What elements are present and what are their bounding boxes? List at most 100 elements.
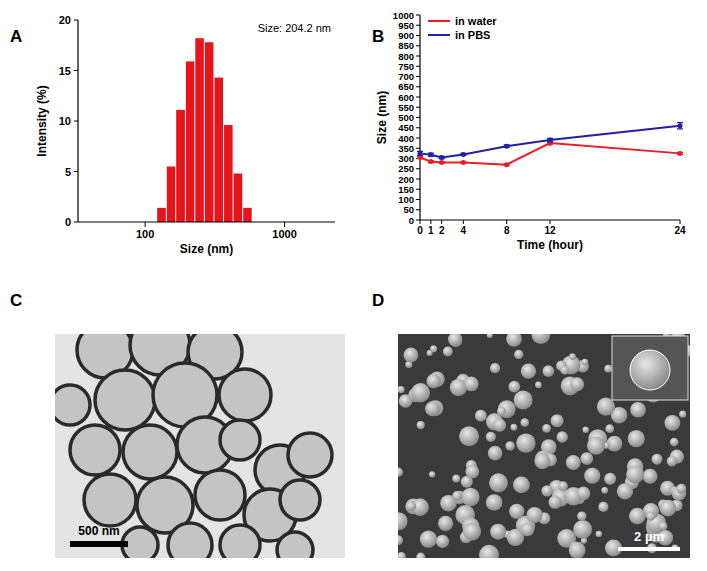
x-axis-title: Size (nm) [180,242,233,256]
y-tick-label: 850 [398,40,414,51]
particle [490,524,506,540]
panel-label: D [372,291,384,310]
series-line [420,143,680,165]
y-tick-label: 800 [398,51,414,62]
particle [288,433,332,477]
particle [406,501,416,511]
x-tick [441,220,442,224]
y-tick-label: 0 [65,216,71,228]
y-tick-label: 20 [59,14,71,26]
particle [626,466,644,484]
legend: in waterin PBS [428,15,497,41]
error-bar [677,123,683,129]
y-tick [74,121,78,122]
particle [220,525,260,558]
x-tick [506,220,507,224]
particle [443,347,453,357]
scale-bar-label: 500 nm [78,524,119,538]
particle [417,421,425,429]
particle [463,522,481,540]
y-tick-label: 50 [403,204,414,215]
particle [558,481,568,491]
particle [584,468,600,484]
particle [486,494,503,511]
bar [224,125,233,222]
y-tick [416,117,420,118]
y-tick [416,199,420,200]
tem-content [55,334,345,558]
y-tick [416,66,420,67]
particle [220,420,260,460]
particle [280,480,320,520]
particle [508,381,520,393]
particle [601,487,608,494]
marker [439,160,444,165]
y-tick-label: 900 [398,30,414,41]
marker [428,152,433,157]
marker [548,138,553,143]
particle [426,374,440,388]
marker [504,144,509,149]
x-tick-label: 12 [544,225,556,236]
particle [577,487,591,501]
panel-label: B [372,27,384,46]
particle [436,535,449,548]
x-tick-label: 100 [136,228,154,240]
y-tick [416,35,420,36]
marker [439,155,444,160]
legend-swatch [428,20,450,22]
particle [643,469,658,484]
marker [428,159,433,164]
y-tick-label: 500 [398,112,414,123]
scale-bar-label: 2 µm [634,529,664,544]
particle [498,400,516,418]
bar [195,38,204,222]
particle [535,381,542,388]
y-tick [416,168,420,169]
y-tick [74,20,78,21]
particle [646,512,655,521]
y-axis-title: Intensity (%) [35,85,49,156]
legend-label: in water [455,15,497,27]
y-tick-label: 300 [398,153,414,164]
y-tick-label: 750 [398,61,414,72]
bar [157,208,166,222]
particle [429,471,435,477]
y-tick [416,189,420,190]
particle [398,552,406,558]
particle [580,452,593,465]
particle [582,427,588,433]
particle [513,477,530,494]
x-tick-label: 1 [428,225,434,236]
y-tick-label: 550 [398,102,414,113]
particle [514,390,533,409]
particle [676,484,686,494]
y-tick [416,76,420,77]
plot-area [417,123,683,168]
y-tick [416,127,420,128]
y-axis-title: Size (nm) [375,91,389,144]
error-bar [417,151,423,155]
error-bar [547,138,553,141]
particle [510,424,517,431]
sem-image: 2 µm [389,325,694,564]
line-panel: 0501001502002503003504004505005506006507… [375,10,686,253]
particle [509,504,524,519]
particle [486,432,496,442]
figure: ABCD051015201001000Size (nm)Intensity (%… [0,0,707,571]
x-tick-label: 8 [504,225,510,236]
y-tick-label: 400 [398,133,414,144]
y-tick-label: 15 [59,65,71,77]
sem-content [398,334,690,558]
panel-label: A [10,27,22,46]
particle [679,411,686,418]
particle [670,438,679,447]
scale-bar [70,541,128,547]
marker [461,160,466,165]
y-tick [416,107,420,108]
particle [399,394,413,408]
inset [612,336,688,400]
x-axis [78,221,335,222]
y-tick [416,25,420,26]
particle [475,410,487,422]
